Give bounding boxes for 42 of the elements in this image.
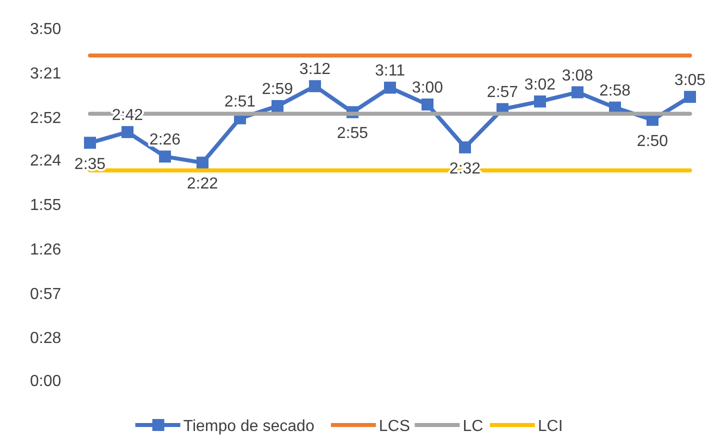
data-label: 2:26	[149, 132, 181, 149]
y-tick-label: 3:21	[30, 65, 62, 82]
data-label: 2:58	[599, 82, 631, 100]
point	[684, 90, 696, 103]
legend-label: LCS	[378, 418, 410, 435]
legend-label: LC	[462, 418, 484, 435]
point	[84, 136, 96, 149]
y-tick-label: 2:52	[30, 110, 62, 127]
data-label: 2:57	[486, 84, 518, 102]
data-label: 2:42	[112, 107, 144, 124]
point	[384, 82, 396, 94]
point	[459, 141, 471, 154]
data-label: 3:08	[562, 67, 594, 84]
point	[122, 126, 134, 138]
data-label: 3:02	[524, 76, 556, 94]
point	[422, 98, 434, 111]
y-tick-label: 1:26	[30, 241, 62, 258]
y-tick-label: 1:55	[30, 197, 62, 214]
point	[309, 80, 321, 92]
data-label: 3:00	[412, 80, 444, 97]
y-tick-label: 2:24	[30, 152, 62, 170]
y-tick-label: 0:00	[30, 373, 62, 390]
y-tick-label: 0:57	[30, 286, 62, 303]
y-tick-label: 0:28	[30, 330, 62, 348]
legend-label: LCI	[538, 418, 563, 435]
data-label: 2:55	[336, 125, 368, 142]
data-label: 2:35	[74, 156, 106, 173]
point	[159, 150, 171, 163]
point	[572, 86, 584, 98]
data-label: 2:51	[224, 93, 256, 110]
data-label: 3:05	[674, 72, 706, 89]
data-label: 2:50	[636, 132, 668, 150]
legend-label: Tiempo de secado	[183, 418, 314, 435]
point	[272, 100, 284, 112]
y-tick-label: 3:50	[30, 21, 62, 38]
data-label: 3:11	[375, 62, 406, 80]
point	[534, 95, 546, 108]
data-label: 2:22	[186, 176, 218, 193]
data-label: 2:32	[449, 160, 481, 178]
point	[196, 156, 208, 169]
data-label: 2:59	[262, 81, 294, 98]
data-label: 3:12	[299, 61, 331, 78]
